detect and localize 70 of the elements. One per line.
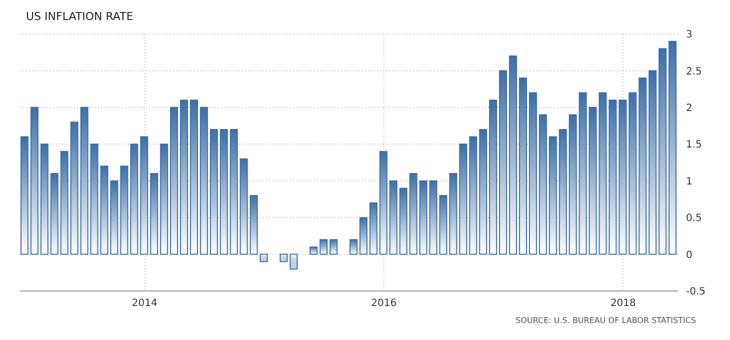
bar: [638, 78, 647, 255]
bar: [518, 78, 527, 255]
bar: [230, 128, 238, 255]
bar: [310, 246, 318, 255]
bar: [120, 166, 128, 255]
bar: [499, 70, 508, 255]
bar: [648, 70, 657, 255]
bar: [379, 150, 388, 255]
bar: [90, 144, 98, 255]
bar: [628, 92, 637, 255]
bar: [70, 122, 78, 255]
bar: [250, 195, 258, 255]
bar: [240, 158, 248, 255]
bar: [618, 100, 627, 255]
bar: [200, 106, 208, 255]
bar: [260, 254, 268, 262]
x-tick-label: 2014: [132, 298, 158, 310]
bar: [170, 106, 178, 255]
bar: [280, 254, 288, 262]
bar: [509, 56, 518, 255]
bar: [668, 40, 677, 255]
bar: [369, 202, 378, 255]
bar: [60, 150, 68, 255]
y-tick-label: 0: [686, 250, 692, 261]
chart-title: US INFLATION RATE: [26, 10, 134, 23]
bar: [578, 92, 587, 255]
bar: [130, 144, 138, 255]
bar: [558, 128, 567, 255]
bar: [608, 100, 617, 255]
y-tick-label: 2: [686, 102, 692, 114]
y-tick-label: 0.5: [686, 213, 702, 224]
bar: [658, 48, 667, 255]
bar: [290, 254, 298, 270]
y-tick-label: 1.5: [686, 140, 702, 151]
bar: [419, 180, 428, 255]
source-note: SOURCE: U.S. BUREAU OF LABOR STATISTICS: [516, 316, 696, 325]
bar: [180, 100, 188, 255]
bar: [359, 217, 368, 255]
bar: [50, 173, 58, 255]
bar: [449, 173, 458, 255]
bar: [320, 239, 328, 255]
bar: [469, 136, 478, 255]
bar: [389, 180, 398, 255]
bar: [140, 136, 148, 255]
bar: [30, 106, 38, 255]
bar: [538, 114, 547, 255]
x-tick-label: 2016: [371, 298, 397, 310]
bar: [80, 106, 88, 255]
bar: [399, 188, 408, 255]
bar: [350, 239, 358, 255]
bar: [489, 100, 498, 255]
bar: [20, 136, 28, 255]
bar: [568, 114, 577, 255]
bar: [528, 92, 537, 255]
bar: [459, 144, 468, 255]
bar: [220, 128, 228, 255]
bar: [210, 128, 218, 255]
y-tick-label: 1: [686, 176, 692, 188]
bar: [479, 128, 488, 255]
bar: [548, 136, 557, 255]
bar: [150, 173, 158, 255]
bar: [40, 144, 48, 255]
y-tick-label: -0.5: [686, 286, 706, 298]
x-tick-label: 2018: [610, 298, 636, 310]
bar: [190, 100, 198, 255]
bar: [409, 173, 418, 255]
bar: [330, 239, 338, 255]
y-tick-label: 3: [686, 30, 692, 41]
y-tick-label: 2.5: [686, 66, 702, 78]
bar: [160, 144, 168, 255]
